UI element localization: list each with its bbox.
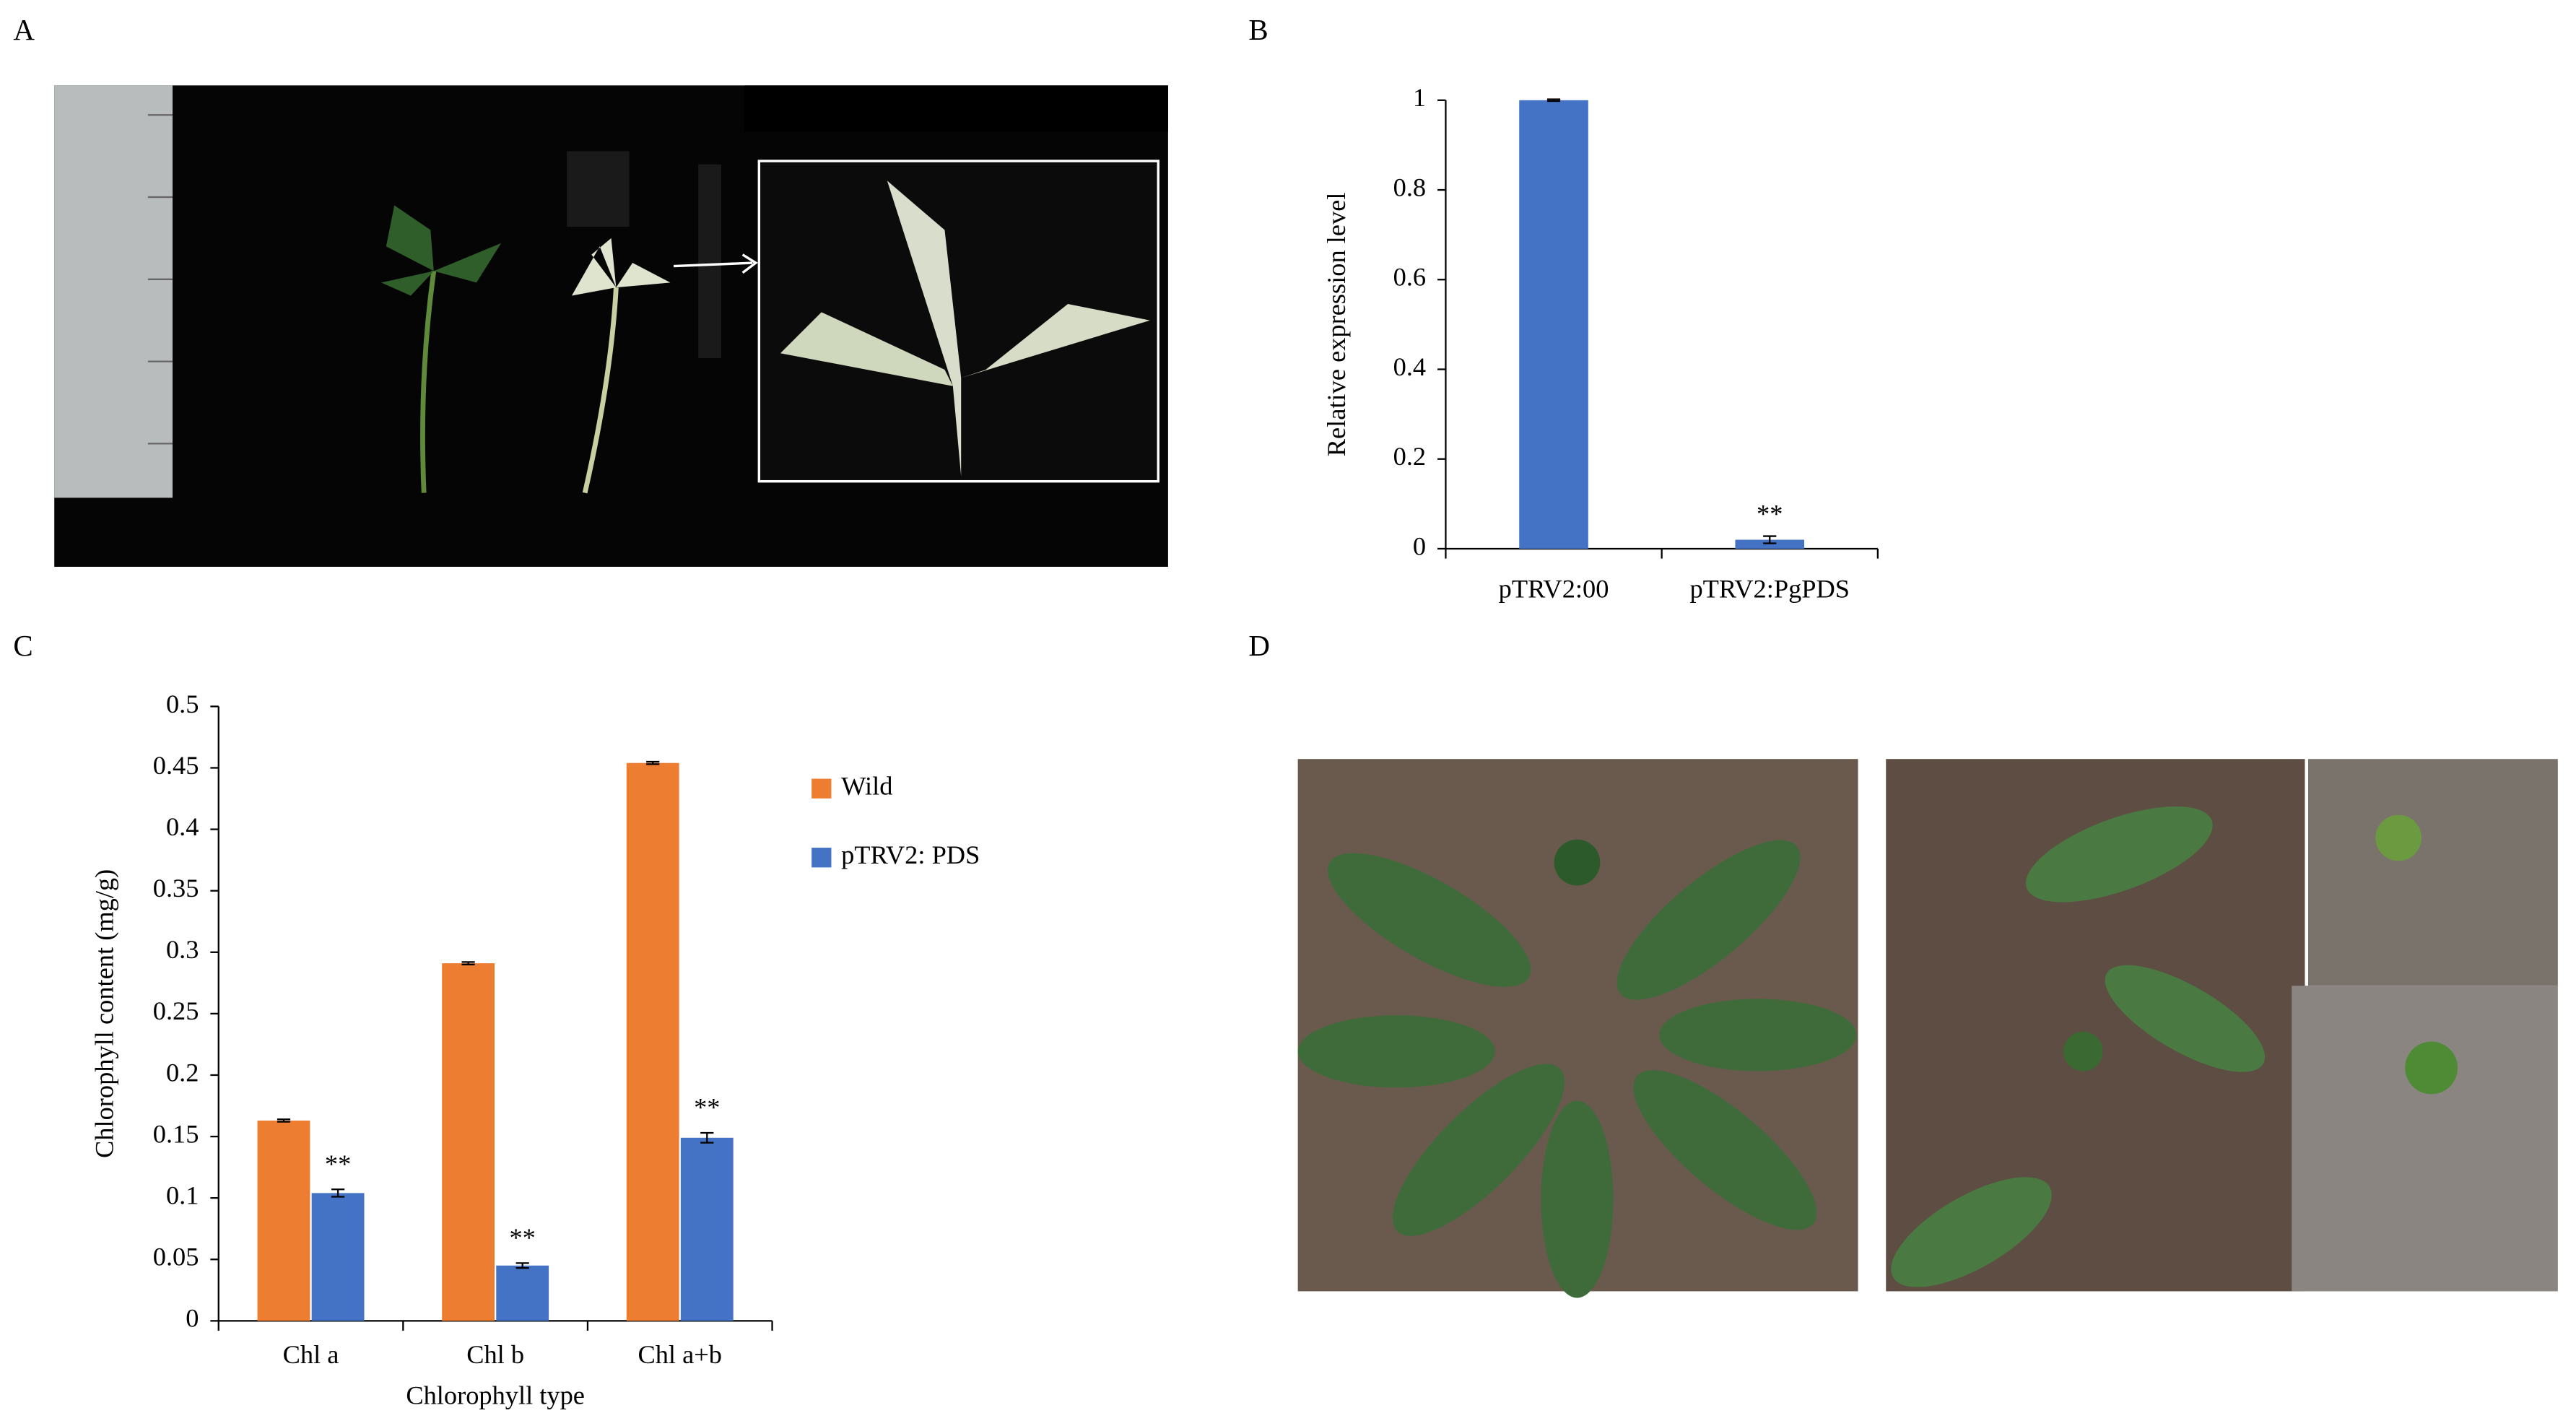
panel-label: D [1248,630,1270,662]
bar [1519,100,1588,549]
y-tick-label: 0.3 [166,935,199,964]
y-tick-label: 0.2 [166,1058,199,1087]
photo-plants [1297,759,2558,1298]
x-tick-label: pTRV2:PgPDS [1689,574,1850,603]
error-bar [515,1262,529,1269]
significance: ** [509,1223,535,1252]
legend-label: pTRV2: PDS [841,840,980,869]
error-bar [646,760,660,765]
error-bar [277,1118,291,1123]
bar [1735,539,1805,549]
bar [626,762,679,1321]
y-tick-label: 0.4 [166,812,199,841]
bar [680,1137,734,1321]
y-tick-label: 0.1 [166,1181,199,1210]
y-tick-label: 0.8 [1393,173,1427,201]
photo-seedlings [54,85,1168,567]
y-tick-label: 0.15 [153,1119,199,1148]
y-tick-label: 0.35 [153,874,199,903]
legend-label: Wild [841,772,892,801]
significance: ** [694,1092,720,1121]
y-tick-label: 0.25 [153,996,199,1025]
x-tick-label: Chl b [466,1340,524,1369]
bar [257,1120,310,1321]
bar [311,1193,365,1321]
y-tick-label: 0.4 [1393,352,1427,381]
bar [496,1265,549,1321]
y-axis-label: Relative expression level [1322,192,1351,456]
significance: ** [325,1149,351,1178]
y-tick-label: 0.2 [1393,442,1427,471]
x-tick-label: Chl a+b [638,1340,722,1369]
error-bar [331,1188,345,1198]
x-tick-label: pTRV2:00 [1499,574,1609,603]
legend-swatch [811,848,832,868]
y-axis-label: Chlorophyll content (mg/g) [90,869,118,1158]
panel-label: C [13,630,32,662]
y-tick-label: 0.45 [153,751,199,780]
legend-swatch [811,778,832,799]
y-tick-label: 0.05 [153,1243,199,1271]
significance: ** [1757,500,1783,529]
error-bar [1546,98,1561,103]
panel-label: B [1248,14,1268,46]
error-bar [1763,535,1777,544]
x-axis-label: Chlorophyll type [406,1381,585,1410]
y-tick-label: 0 [1413,531,1426,560]
panel-label: A [13,14,35,46]
bar [442,963,495,1321]
y-tick-label: 0 [186,1304,199,1333]
y-tick-label: 1 [1413,83,1426,112]
x-tick-label: Chl a [283,1340,339,1369]
y-tick-label: 0.6 [1393,263,1427,292]
y-tick-label: 0.5 [166,690,199,718]
error-bar [461,961,475,965]
error-bar [700,1131,714,1144]
